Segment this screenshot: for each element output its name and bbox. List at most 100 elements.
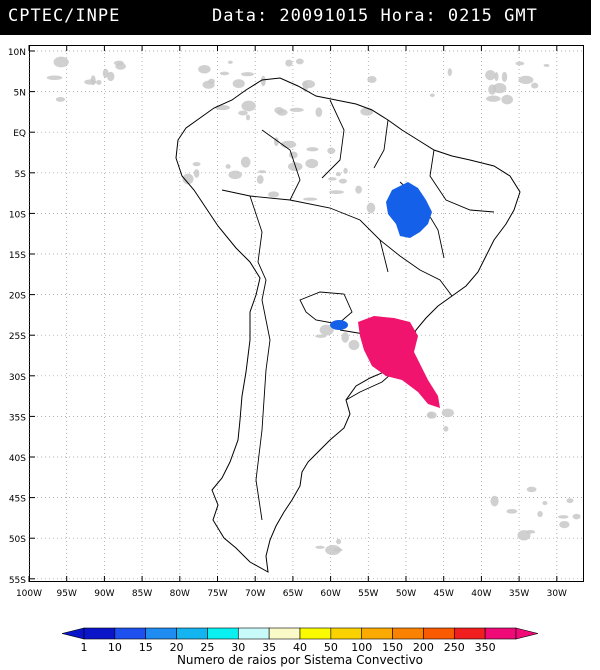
lon-label: 95W — [57, 589, 77, 599]
cloud-patch — [319, 324, 334, 336]
legend-swatch — [268, 627, 301, 640]
legend-tick-label: 200 — [413, 641, 434, 654]
cloud-patch — [289, 107, 304, 112]
legend-swatch — [207, 627, 239, 640]
legend-tick-label: 20 — [170, 641, 184, 654]
cloud-patch — [572, 513, 581, 520]
legend-swatch — [176, 627, 208, 640]
cloud-patch — [232, 79, 245, 89]
legend-swatch — [330, 627, 363, 640]
cloud-patch — [96, 79, 102, 85]
legend-swatch — [299, 627, 332, 640]
lat-label: 45S — [9, 495, 26, 505]
lat-label: 20S — [9, 292, 26, 302]
cloud-patch — [303, 197, 318, 201]
cloud-patch — [225, 164, 231, 169]
cloud-patch — [55, 96, 66, 102]
cloud-patches — [46, 56, 581, 556]
cloud-patch — [366, 202, 376, 214]
cloud-patch — [328, 177, 337, 181]
cloud-patch — [525, 529, 536, 534]
cloud-patch — [501, 71, 508, 82]
cloud-patch — [441, 408, 454, 418]
legend-tick-label: 35 — [262, 641, 276, 654]
cloud-patch — [192, 161, 201, 167]
legend-tick-label: 25 — [200, 641, 214, 654]
cloud-patch — [367, 76, 377, 83]
legend-tick-label: 1 — [81, 641, 88, 654]
cloud-patch — [558, 515, 569, 519]
lat-label: 40S — [9, 454, 26, 464]
lat-label: 10S — [9, 210, 26, 220]
legend-colorbar: 1 10 15 20 25 30 35 40 50 100 150 200 250 350 — [61, 627, 539, 654]
legend-swatch — [83, 627, 116, 640]
legend-swatch — [453, 627, 486, 640]
cloud-patch — [485, 69, 496, 81]
cloud-patch — [335, 171, 341, 177]
cloud-patch — [238, 110, 248, 116]
header-bar: CPTEC/INPE Data: 20091015 Hora: 0215 GMT — [0, 0, 591, 35]
lon-label: 50W — [396, 589, 416, 599]
cloud-patch — [219, 71, 230, 76]
legend-swatch — [361, 627, 393, 640]
lon-label: 75W — [207, 589, 227, 599]
cloud-patch — [256, 174, 264, 184]
lon-label: 60W — [320, 589, 340, 599]
cloud-patch — [115, 62, 126, 70]
cloud-patch — [241, 72, 254, 77]
axis-ticks: 10N 5N EQ 5S 10S 15S 20S 25S 30S 35S 40S 45S 50S 55S 1… — [8, 45, 567, 599]
lon-label: 55W — [358, 589, 378, 599]
legend-title: Numero de raios por Sistema Convectivo — [176, 653, 424, 667]
cloud-patch — [276, 108, 288, 116]
cloud-patch — [542, 500, 548, 506]
lat-label: 25S — [9, 332, 26, 342]
lon-label: 40W — [471, 589, 491, 599]
cloud-patch — [490, 495, 499, 507]
cloud-patch — [341, 332, 350, 343]
legend-swatch — [114, 627, 147, 640]
legend-tick-label: 50 — [324, 641, 338, 654]
cloud-patch — [518, 75, 534, 85]
cloud-patch — [343, 167, 348, 174]
cloud-patch — [426, 411, 437, 419]
cloud-patch — [443, 425, 449, 432]
cloud-patch — [268, 191, 280, 198]
legend-tick-label: 15 — [139, 641, 153, 654]
cloud-patch — [102, 68, 109, 78]
cloud-patch — [492, 82, 507, 94]
legend-tick-label: 10 — [108, 641, 122, 654]
cloud-patch — [198, 64, 211, 74]
convective-system-blue-north — [386, 182, 432, 238]
cloud-patch — [486, 95, 501, 102]
lat-label: EQ — [13, 129, 26, 139]
cloud-patch — [327, 147, 336, 154]
cloud-patch — [46, 75, 63, 81]
cloud-patch — [240, 156, 251, 168]
legend-tick-label: 150 — [382, 641, 403, 654]
cloud-patch — [285, 59, 293, 67]
cloud-patch — [107, 71, 115, 82]
lon-label: 85W — [132, 589, 152, 599]
legend-arrow-right — [515, 627, 539, 640]
cloud-patch — [515, 61, 525, 66]
cloud-patch — [506, 508, 518, 514]
legend-tick-label: 40 — [293, 641, 307, 654]
legend-swatch — [237, 627, 270, 640]
lon-label: 70W — [245, 589, 265, 599]
lon-label: 100W — [16, 589, 42, 599]
cloud-patch — [355, 185, 362, 194]
cloud-patch — [429, 93, 435, 98]
cloud-patch — [208, 78, 215, 85]
cloud-patch — [260, 75, 266, 87]
cloud-patch — [258, 170, 266, 174]
lat-label: 15S — [9, 251, 26, 261]
convective-system-magenta — [358, 316, 440, 408]
legend-swatch — [484, 627, 517, 640]
cloud-patch — [215, 105, 230, 111]
cloud-patch — [336, 538, 342, 545]
cloud-patch — [501, 94, 514, 105]
lat-label: 10N — [8, 48, 26, 58]
cloud-patch — [559, 520, 570, 529]
source-label: CPTEC/INPE — [8, 6, 121, 26]
